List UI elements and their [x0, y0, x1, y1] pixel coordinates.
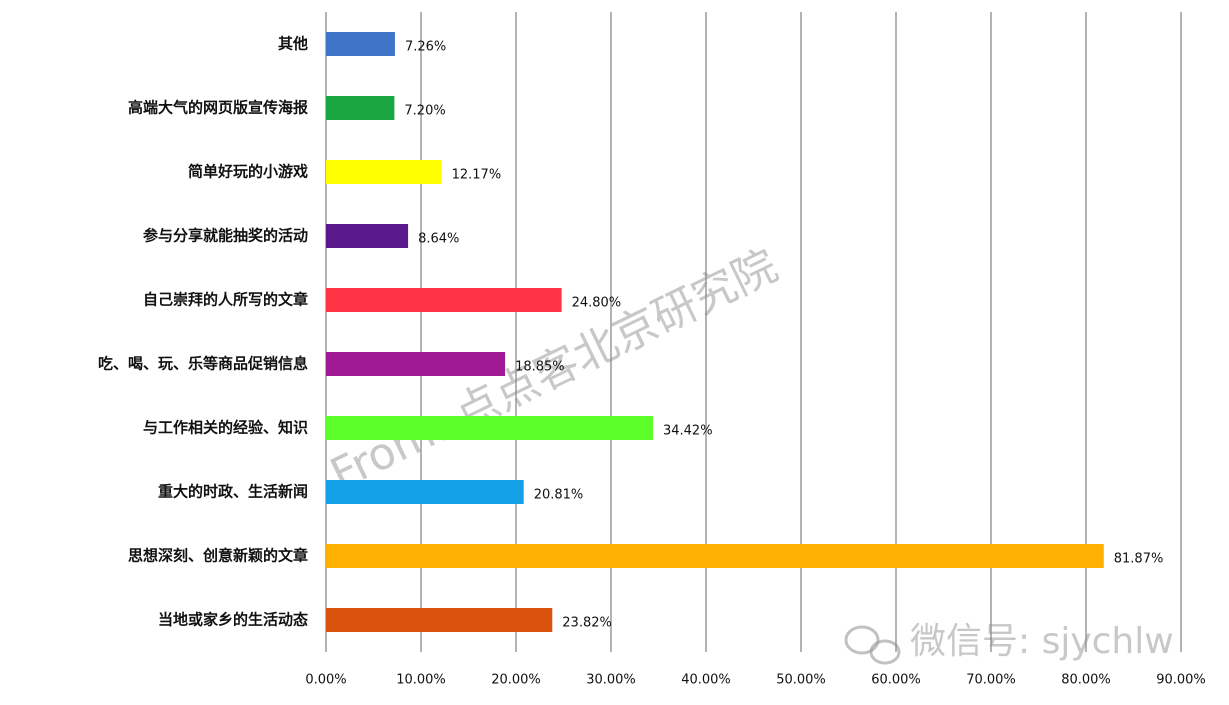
- category-label: 重大的时政、生活新闻: [158, 483, 308, 501]
- category-label: 思想深刻、创意新颖的文章: [128, 547, 308, 565]
- bar: [326, 480, 524, 504]
- category-label: 与工作相关的经验、知识: [143, 419, 308, 437]
- value-label: 18.85%: [515, 360, 565, 375]
- value-label: 12.17%: [452, 168, 502, 183]
- x-tick-label: 30.00%: [586, 673, 636, 688]
- bar: [326, 32, 395, 56]
- x-tick-label: 50.00%: [776, 673, 826, 688]
- bar: [326, 160, 442, 184]
- x-tick-label: 0.00%: [305, 673, 346, 688]
- category-label: 当地或家乡的生活动态: [158, 611, 308, 629]
- category-label: 自己崇拜的人所写的文章: [143, 291, 308, 309]
- bar: [326, 96, 395, 120]
- category-label: 简单好玩的小游戏: [188, 163, 308, 181]
- bar: [326, 608, 553, 632]
- x-tick-label: 40.00%: [681, 673, 731, 688]
- category-label: 其他: [278, 35, 308, 53]
- bar: [326, 352, 506, 376]
- value-label: 7.20%: [404, 104, 445, 119]
- x-tick-label: 20.00%: [491, 673, 541, 688]
- value-label: 7.26%: [405, 40, 446, 55]
- category-label: 吃、喝、玩、乐等商品促销信息: [98, 355, 308, 373]
- value-label: 20.81%: [534, 488, 584, 503]
- value-label: 24.80%: [572, 296, 622, 311]
- bar: [326, 544, 1104, 568]
- x-tick-label: 60.00%: [871, 673, 921, 688]
- category-label: 高端大气的网页版宣传海报: [128, 99, 308, 117]
- bar: [326, 288, 562, 312]
- watermark: 微信号: sjychlw: [910, 621, 1174, 662]
- wechat-icon: [844, 625, 901, 665]
- x-tick-label: 10.00%: [396, 673, 446, 688]
- bar: [326, 224, 409, 248]
- value-label: 34.42%: [663, 424, 713, 439]
- bar: [326, 416, 653, 440]
- value-label: 8.64%: [418, 232, 459, 247]
- category-label: 参与分享就能抽奖的活动: [143, 227, 308, 245]
- x-tick-label: 70.00%: [966, 673, 1016, 688]
- value-label: 81.87%: [1114, 552, 1164, 567]
- value-label: 23.82%: [562, 616, 612, 631]
- x-tick-label: 90.00%: [1156, 673, 1206, 688]
- x-tick-label: 80.00%: [1061, 673, 1111, 688]
